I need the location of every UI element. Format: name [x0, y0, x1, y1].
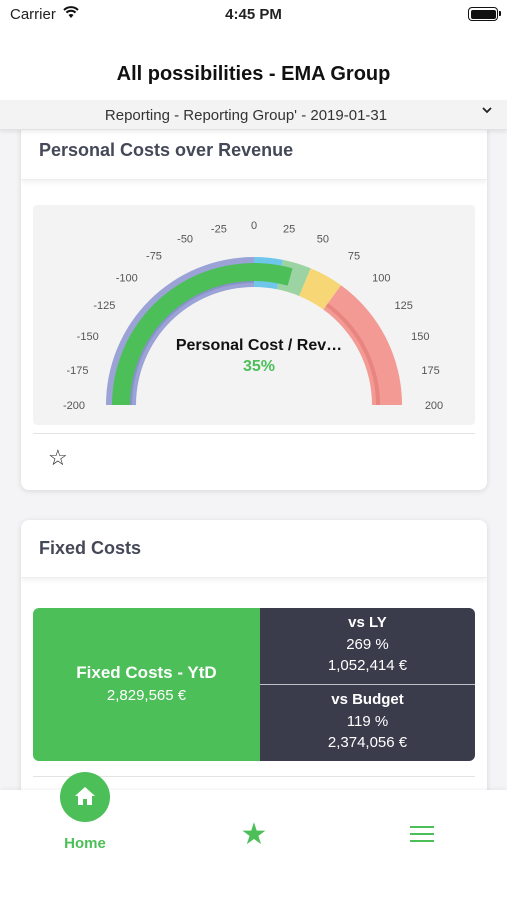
tab-home-label: Home [64, 835, 106, 852]
divider [260, 684, 475, 685]
kpi-vs-ly-label: vs LY [348, 614, 387, 631]
gauge-tick-label: 100 [372, 273, 390, 285]
tab-bar: Home ★ [0, 772, 507, 900]
gauge-card: Personal Costs over Revenue -200 -175 -150… [21, 130, 487, 490]
kpi-vs-ly-value: 1,052,414 € [327, 657, 408, 674]
gauge-tick-label: -150 [77, 331, 99, 343]
gauge-widget[interactable]: -200 -175 -150 -125 -100 -75 -50 -25 0 25 50 75 100 1… [33, 205, 475, 425]
kpi-main-value: 2,829,565 € [106, 687, 187, 704]
fixed-costs-kpi[interactable]: Fixed Costs - YtD 2,829,565 € vs LY 269 … [33, 608, 475, 761]
kpi-main-label: Fixed Costs - YtD [76, 663, 217, 682]
kpi-vs-ly-percent: 269 % [346, 636, 389, 653]
gauge-band-yellow [299, 268, 341, 310]
gauge-tick-label: 75 [348, 250, 360, 262]
fixed-costs-card-header: Fixed Costs [21, 520, 487, 578]
gauge-tick-label: 175 [421, 365, 439, 377]
gauge-tick-label: -125 [93, 300, 115, 312]
status-bar: Carrier 4:45 PM [0, 0, 507, 30]
gauge-tick-label: 50 [317, 234, 329, 246]
page-title: All possibilities - EMA Group [116, 63, 391, 85]
report-selector[interactable]: Reporting - Reporting Group' - 2019-01-3… [0, 100, 507, 130]
gauge-tick-label: -75 [146, 250, 162, 262]
fixed-costs-card: Fixed Costs Fixed Costs - YtD 2,829,565 … [21, 520, 487, 790]
home-icon [75, 787, 95, 805]
gauge-tick-label: -25 [211, 223, 227, 235]
gauge-tick-label: 125 [394, 300, 412, 312]
favorite-star-icon[interactable]: ☆ [48, 445, 68, 470]
home-button[interactable] [60, 772, 110, 822]
nav-header: All possibilities - EMA Group [0, 30, 507, 100]
gauge-card-title: Personal Costs over Revenue [39, 140, 294, 160]
gauge-inner-line-red [325, 303, 380, 405]
gauge-tick-label: 25 [283, 223, 295, 235]
gauge-chart: -200 -175 -150 -125 -100 -75 -50 -25 0 25 50 75 100 1… [63, 220, 443, 412]
gauge-card-header: Personal Costs over Revenue [21, 130, 487, 180]
kpi-vs-budget-value: 2,374,056 € [327, 734, 408, 751]
gauge-label: Personal Cost / Rev… [176, 337, 342, 354]
carrier-label: Carrier [10, 6, 56, 23]
gauge-tick-label: 200 [425, 400, 443, 412]
kpi-vs-budget: vs Budget 119 % 2,374,056 € [260, 685, 475, 761]
gauge-value: 35% [243, 358, 275, 375]
clock: 4:45 PM [225, 6, 282, 23]
gauge-progress-bar [112, 263, 293, 405]
divider [33, 776, 475, 777]
kpi-vs-budget-percent: 119 % [346, 713, 389, 730]
chevron-down-icon[interactable] [481, 105, 493, 115]
menu-icon[interactable] [410, 826, 436, 847]
dashboard-content: Personal Costs over Revenue -200 -175 -150… [0, 130, 507, 790]
gauge-tick-label: -50 [177, 234, 193, 246]
battery-icon [468, 7, 501, 21]
kpi-main: Fixed Costs - YtD 2,829,565 € [33, 608, 260, 761]
gauge-tick-label: 0 [251, 220, 257, 232]
fixed-costs-card-title: Fixed Costs [39, 538, 142, 558]
gauge-tick-label: -200 [63, 400, 85, 412]
tab-home[interactable]: Home [35, 772, 135, 852]
kpi-vs-ly: vs LY 269 % 1,052,414 € [260, 608, 475, 684]
kpi-comparisons: vs LY 269 % 1,052,414 € vs Budget 119 % … [260, 608, 475, 761]
wifi-icon [63, 6, 79, 18]
kpi-vs-budget-label: vs Budget [331, 691, 404, 708]
gauge-tick-label: -100 [116, 273, 138, 285]
gauge-tick-label: -175 [66, 365, 88, 377]
gauge-tick-label: 150 [411, 331, 429, 343]
divider [33, 433, 475, 434]
favorites-star-icon[interactable]: ★ [240, 818, 268, 851]
report-selector-label: Reporting - Reporting Group' - 2019-01-3… [104, 107, 388, 124]
